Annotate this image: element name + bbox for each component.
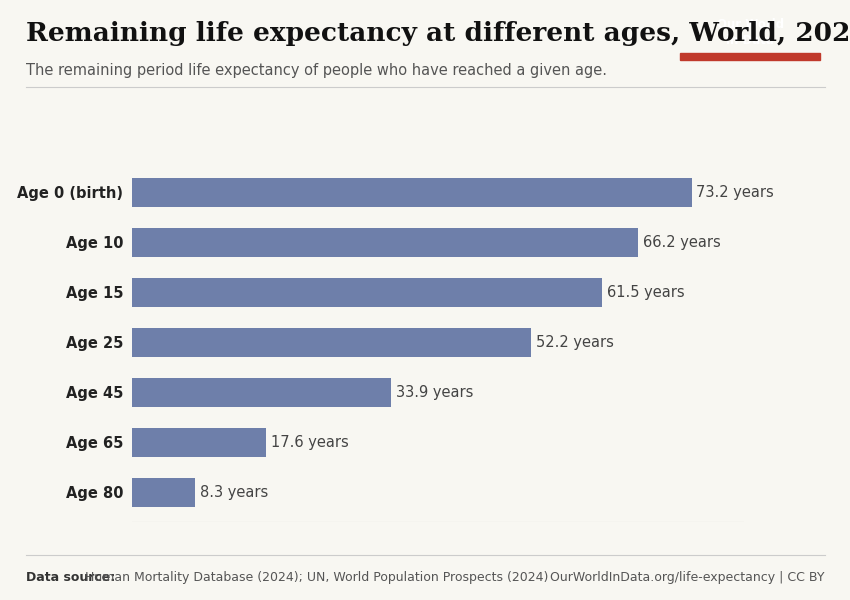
- Text: OurWorldInData.org/life-expectancy | CC BY: OurWorldInData.org/life-expectancy | CC …: [550, 571, 824, 584]
- Bar: [132, 178, 692, 206]
- Text: The remaining period life expectancy of people who have reached a given age.: The remaining period life expectancy of …: [26, 63, 607, 78]
- Bar: [132, 277, 602, 307]
- Bar: [132, 427, 266, 457]
- Text: 61.5 years: 61.5 years: [607, 284, 684, 299]
- Text: Our World: Our World: [717, 18, 784, 31]
- Bar: [132, 478, 196, 506]
- Text: 8.3 years: 8.3 years: [200, 485, 268, 499]
- Bar: [132, 227, 638, 257]
- Text: Data source:: Data source:: [26, 571, 115, 584]
- Text: in Data: in Data: [726, 34, 774, 47]
- Text: 52.2 years: 52.2 years: [536, 335, 614, 349]
- Text: 33.9 years: 33.9 years: [395, 385, 473, 400]
- Text: Human Mortality Database (2024); UN, World Population Prospects (2024): Human Mortality Database (2024); UN, Wor…: [81, 571, 548, 584]
- Bar: [132, 377, 391, 407]
- Text: 73.2 years: 73.2 years: [696, 185, 774, 199]
- Text: 17.6 years: 17.6 years: [271, 434, 348, 449]
- Bar: [680, 53, 820, 60]
- Bar: [132, 328, 531, 356]
- Text: 66.2 years: 66.2 years: [643, 235, 721, 250]
- Text: Remaining life expectancy at different ages, World, 2023: Remaining life expectancy at different a…: [26, 21, 850, 46]
